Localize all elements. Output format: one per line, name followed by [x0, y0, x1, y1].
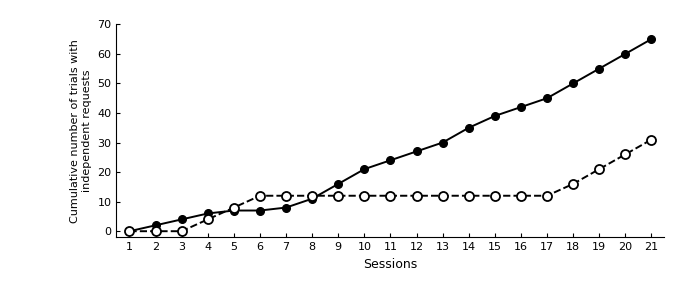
Y-axis label: Cumulative number of trials with
independent requests: Cumulative number of trials with indepen… [71, 39, 92, 223]
X-axis label: Sessions: Sessions [363, 257, 418, 271]
